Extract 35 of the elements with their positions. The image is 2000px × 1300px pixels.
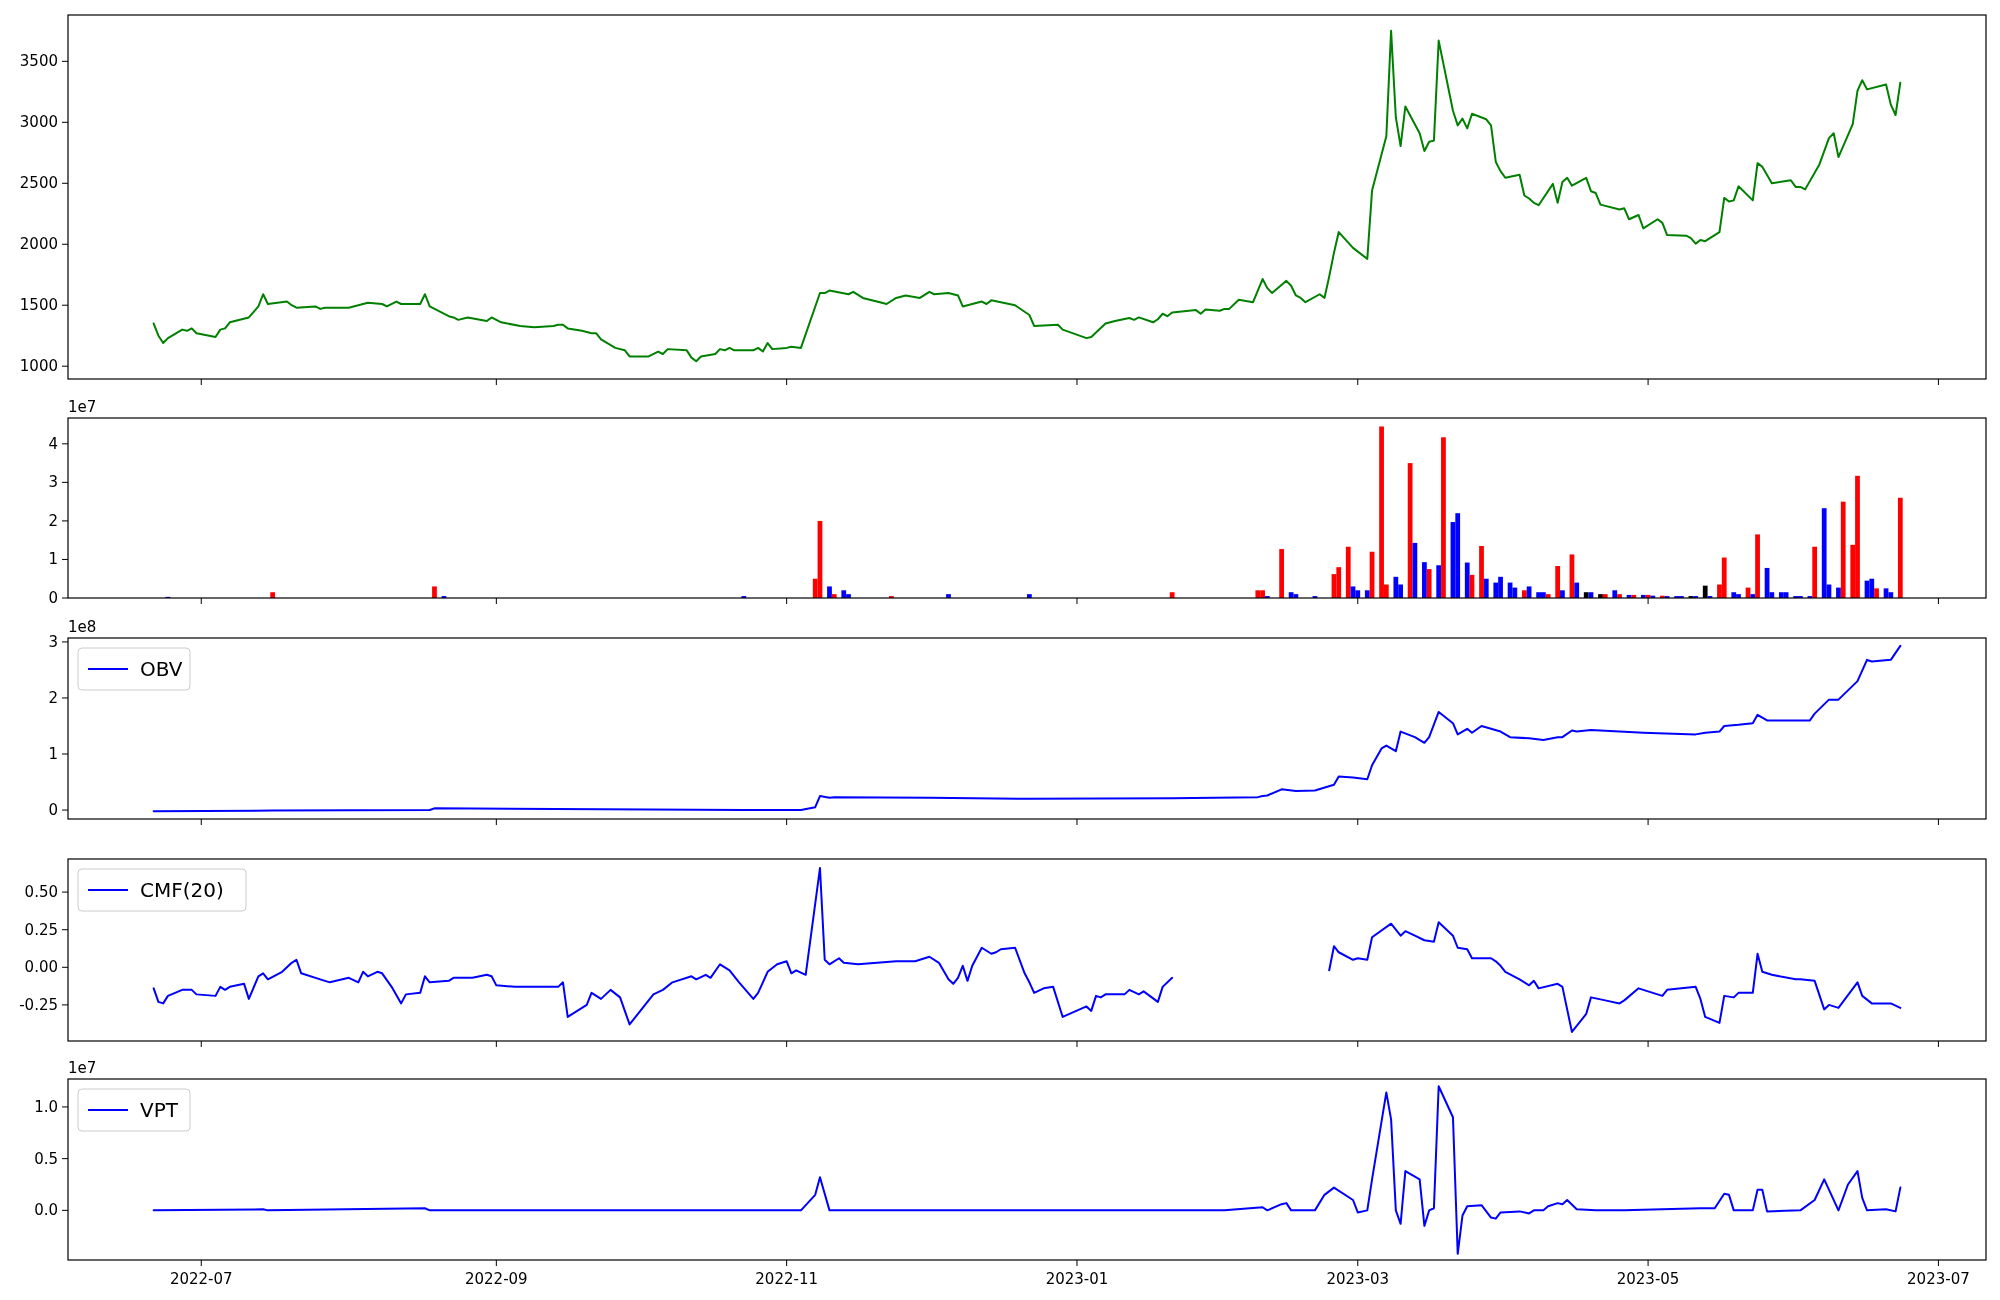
x-tick-label: 2023-03 [1326,1270,1390,1288]
legend-label: VPT [140,1098,179,1122]
y-tick-label: 3 [48,473,58,492]
y-tick-label: 3 [48,632,58,651]
x-tick-label: 2023-07 [1907,1270,1970,1288]
y-tick-label: 3000 [19,113,58,132]
y-tick-label: 2 [48,511,58,530]
y-tick-label: 3500 [19,52,58,71]
y-tick-label: 2500 [19,174,58,193]
y-tick-label: 1000 [19,357,58,376]
x-tick-label: 2023-01 [1045,1270,1109,1288]
y-tick-label: 1500 [19,296,58,315]
x-tick-label: 2022-09 [464,1270,528,1288]
y-tick-label: -0.25 [19,995,58,1014]
x-tick-label: 2022-07 [169,1270,233,1288]
y-tick-label: 0.50 [24,883,58,902]
legend-label: OBV [140,657,183,681]
legend-label: CMF(20) [140,878,224,902]
y-tick-label: 0.00 [24,958,58,977]
text: 1e7 [68,398,97,416]
y-tick-label: 1.0 [34,1097,58,1116]
y-tick-label: 0 [48,801,58,820]
text: 1e8 [68,618,97,636]
y-tick-label: 1 [48,550,58,569]
y-tick-label: 0.0 [34,1201,58,1220]
x-tick-label: 2022-11 [755,1270,818,1288]
y-tick-label: 1 [48,745,58,763]
x-tick-label: 2023-05 [1616,1270,1680,1288]
y-tick-label: 2000 [19,235,58,254]
y-tick-label: 4 [48,434,58,453]
y-tick-label: 0.5 [34,1149,58,1168]
text: 1e7 [68,1059,97,1077]
y-tick-label: 0.25 [24,920,58,939]
y-tick-label: 2 [48,688,58,707]
y-tick-label: 0 [48,589,58,607]
